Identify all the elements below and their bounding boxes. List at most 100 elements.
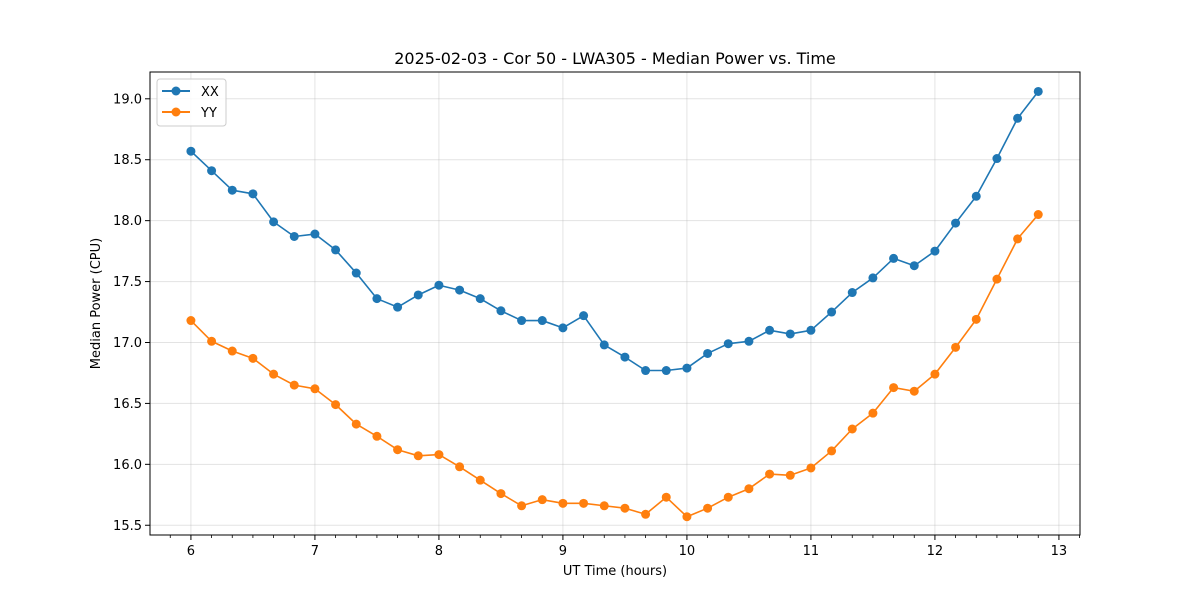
x-tick-label: 9 <box>559 544 567 559</box>
data-point-xx <box>889 253 899 263</box>
plot-frame <box>149 71 1081 536</box>
data-point-yy <box>806 463 816 473</box>
data-point-xx <box>1033 86 1043 96</box>
data-point-yy <box>310 384 320 394</box>
data-point-yy <box>227 346 237 356</box>
data-point-xx <box>269 217 279 227</box>
y-tick-label: 18.0 <box>113 214 142 229</box>
data-point-yy <box>186 316 196 326</box>
data-point-yy <box>351 419 361 429</box>
y-tick-label: 16.0 <box>113 458 142 473</box>
x-tick-label: 12 <box>927 544 944 559</box>
data-point-xx <box>992 154 1002 164</box>
data-point-yy <box>475 475 485 485</box>
data-point-yy <box>434 450 444 460</box>
y-tick-label: 19.0 <box>113 92 142 107</box>
data-point-xx <box>434 280 444 290</box>
plot-series <box>186 86 1043 522</box>
data-point-xx <box>1013 113 1023 123</box>
data-point-xx <box>930 246 940 256</box>
y-tick-label: 15.5 <box>113 519 142 534</box>
legend-label-yy: YY <box>200 106 217 121</box>
y-tick-label: 17.0 <box>113 336 142 351</box>
data-point-xx <box>579 311 589 321</box>
data-point-yy <box>331 400 341 410</box>
data-point-yy <box>1033 210 1043 220</box>
data-point-xx <box>310 229 320 239</box>
data-point-yy <box>1013 234 1023 244</box>
legend-marker-yy <box>171 107 181 117</box>
data-point-yy <box>289 380 299 390</box>
legend: XX YY <box>156 78 227 127</box>
data-point-xx <box>207 166 217 176</box>
y-tick-label: 16.5 <box>113 397 142 412</box>
data-point-xx <box>785 329 795 339</box>
data-point-xx <box>517 316 527 326</box>
y-tick-label: 18.5 <box>113 153 142 168</box>
data-point-xx <box>558 323 568 333</box>
data-point-yy <box>765 469 775 479</box>
legend-label-xx: XX <box>201 85 219 100</box>
data-point-xx <box>372 294 382 304</box>
data-point-xx <box>331 245 341 255</box>
grid-lines <box>150 72 1080 535</box>
data-point-yy <box>661 492 671 502</box>
data-point-xx <box>847 288 857 298</box>
chart-title: 2025-02-03 - Cor 50 - LWA305 - Median Po… <box>394 49 836 68</box>
data-point-yy <box>847 424 857 434</box>
data-point-yy <box>207 336 217 346</box>
data-point-yy <box>269 369 279 379</box>
data-point-xx <box>868 273 878 283</box>
data-point-yy <box>723 492 733 502</box>
data-point-yy <box>496 489 506 499</box>
data-point-xx <box>248 189 258 199</box>
y-axis-title: Median Power (CPU) <box>89 238 104 369</box>
data-point-yy <box>930 369 940 379</box>
data-point-xx <box>351 268 361 278</box>
data-point-yy <box>372 431 382 441</box>
data-point-yy <box>455 462 465 472</box>
data-point-yy <box>971 314 981 324</box>
data-point-yy <box>579 498 589 508</box>
data-point-xx <box>827 307 837 317</box>
data-point-xx <box>641 366 651 376</box>
data-point-yy <box>868 408 878 418</box>
data-point-yy <box>413 451 423 461</box>
data-point-xx <box>393 302 403 312</box>
data-point-yy <box>909 386 919 396</box>
data-point-xx <box>703 348 713 358</box>
data-point-yy <box>599 501 609 511</box>
x-tick-label: 11 <box>803 544 820 559</box>
data-point-yy <box>517 501 527 511</box>
x-tick-label: 7 <box>311 544 319 559</box>
data-point-xx <box>951 218 961 228</box>
data-point-yy <box>889 383 899 393</box>
data-point-xx <box>496 306 506 316</box>
data-point-yy <box>537 495 547 505</box>
data-point-yy <box>682 512 692 522</box>
data-point-yy <box>827 446 837 456</box>
data-point-xx <box>186 146 196 156</box>
data-point-xx <box>227 185 237 195</box>
x-tick-label: 8 <box>435 544 443 559</box>
x-tick-label: 10 <box>679 544 696 559</box>
x-axis-title: UT Time (hours) <box>563 564 667 579</box>
data-point-xx <box>475 294 485 304</box>
y-tick-label: 17.5 <box>113 275 142 290</box>
data-point-xx <box>455 285 465 295</box>
data-point-xx <box>620 352 630 362</box>
data-point-yy <box>641 509 651 519</box>
axis-ticks: 6 7 8 9 10 11 12 13 15.5 16.0 16.5 17.0 17.5 18.0 18.5… <box>113 92 1080 559</box>
data-point-yy <box>951 342 961 352</box>
data-point-yy <box>703 503 713 513</box>
data-point-xx <box>537 316 547 326</box>
data-point-yy <box>785 470 795 480</box>
data-point-xx <box>289 231 299 241</box>
data-point-xx <box>909 261 919 271</box>
data-point-xx <box>723 339 733 349</box>
data-point-xx <box>413 290 423 300</box>
data-point-xx <box>744 336 754 346</box>
data-point-yy <box>744 484 754 494</box>
data-point-xx <box>971 191 981 201</box>
